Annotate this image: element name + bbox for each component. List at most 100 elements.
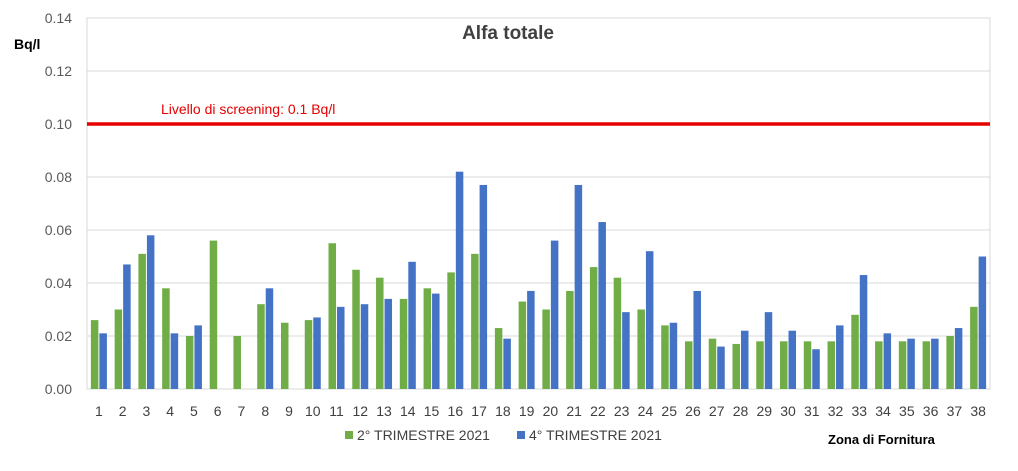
screening-level-label: Livello di screening: 0.1 Bq/l: [161, 101, 335, 117]
x-tick-label: 10: [305, 403, 321, 419]
bar-q4-25: [669, 322, 678, 389]
x-tick-label: 27: [709, 403, 725, 419]
bar-q4-3: [146, 235, 155, 389]
x-tick-label: 32: [828, 403, 844, 419]
x-tick-label: 19: [519, 403, 535, 419]
plot-area-border: [86, 17, 991, 390]
bar-q2-10: [304, 320, 313, 389]
y-tick-label: 0.12: [45, 63, 72, 79]
bar-q2-18: [494, 328, 503, 389]
bar-q2-4: [162, 288, 170, 389]
x-tick-label: 7: [238, 403, 246, 419]
x-tick-label: 9: [285, 403, 293, 419]
bar-q2-9: [280, 322, 289, 389]
bar-q4-13: [384, 298, 393, 389]
x-tick-label: 34: [875, 403, 891, 419]
y-tick-label: 0.00: [45, 381, 72, 397]
bar-q2-27: [708, 338, 717, 389]
bar-q2-3: [138, 253, 146, 389]
bar-q4-35: [907, 338, 915, 389]
bar-q2-24: [637, 309, 645, 389]
legend-label-q4: 4° TRIMESTRE 2021: [529, 427, 662, 443]
bar-q2-5: [185, 336, 194, 389]
bar-q4-37: [954, 328, 963, 389]
x-tick-label: 20: [543, 403, 559, 419]
y-tick-label: 0.06: [45, 222, 72, 238]
bar-q2-16: [447, 272, 455, 389]
bar-q4-15: [432, 293, 440, 389]
bar-q2-19: [518, 301, 527, 389]
bar-q4-16: [455, 171, 464, 389]
bar-q4-12: [360, 304, 369, 389]
bar-q2-29: [756, 341, 764, 389]
bar-q4-33: [859, 275, 868, 389]
x-tick-label: 31: [804, 403, 820, 419]
bar-q4-24: [645, 251, 654, 389]
bar-q4-2: [123, 264, 131, 389]
x-tick-label: 28: [733, 403, 749, 419]
bar-q4-22: [598, 222, 606, 389]
bar-q4-23: [622, 312, 630, 389]
x-tick-label: 12: [352, 403, 368, 419]
bar-q4-1: [99, 333, 107, 389]
x-tick-label: 16: [448, 403, 464, 419]
axes: 0.000.020.040.060.080.100.120.141 2 3 4 5 6 7 8…: [45, 10, 986, 419]
bar-q4-29: [764, 312, 773, 389]
x-tick-label: 30: [780, 403, 796, 419]
x-tick-label: 33: [852, 403, 868, 419]
y-tick-label: 0.14: [45, 10, 72, 26]
bar-q2-1: [90, 320, 99, 389]
bar-q2-8: [257, 304, 265, 389]
x-tick-label: 4: [166, 403, 174, 419]
y-axis-label: Bq/l: [14, 36, 40, 52]
bar-q2-13: [376, 277, 384, 389]
bar-q2-31: [803, 341, 812, 389]
x-tick-label: 23: [614, 403, 630, 419]
legend-label-q2: 2° TRIMESTRE 2021: [357, 427, 490, 443]
bar-q2-11: [328, 243, 337, 389]
x-tick-label: 13: [376, 403, 392, 419]
bar-q4-5: [194, 325, 202, 389]
bar-q2-14: [399, 298, 408, 389]
x-tick-label: 37: [947, 403, 963, 419]
x-tick-label: 29: [756, 403, 772, 419]
bar-q4-26: [693, 290, 701, 389]
bar-q4-18: [503, 338, 511, 389]
x-tick-label: 6: [214, 403, 222, 419]
bar-q2-23: [613, 277, 622, 389]
legend-swatch-q4: [517, 431, 525, 439]
bar-q4-38: [978, 256, 987, 389]
x-tick-label: 24: [638, 403, 654, 419]
bar-q4-31: [812, 349, 820, 389]
bar-q4-32: [836, 325, 844, 389]
bar-q4-28: [740, 330, 749, 389]
bar-q4-17: [479, 184, 488, 389]
bar-q4-27: [717, 346, 725, 389]
bar-q4-19: [527, 290, 535, 389]
bar-q2-28: [732, 343, 740, 389]
bar-q2-7: [233, 336, 241, 389]
bar-q2-21: [566, 290, 574, 389]
bar-q2-33: [851, 314, 859, 389]
x-tick-label: 25: [661, 403, 677, 419]
bar-q2-25: [661, 325, 669, 389]
x-tick-label: 38: [970, 403, 986, 419]
x-axis-label: Zona di Fornitura: [828, 432, 936, 447]
x-tick-label: 36: [923, 403, 939, 419]
bar-q2-30: [780, 341, 788, 389]
bar-q4-34: [883, 333, 892, 389]
x-tick-label: 11: [329, 403, 344, 419]
bar-q2-34: [875, 341, 883, 389]
bar-q2-26: [684, 341, 693, 389]
bar-q2-37: [946, 336, 954, 389]
y-tick-label: 0.10: [45, 116, 72, 132]
bar-q2-36: [922, 341, 931, 389]
bar-q4-11: [337, 306, 345, 389]
x-tick-label: 18: [495, 403, 511, 419]
bar-q2-22: [589, 267, 598, 389]
bar-q4-8: [265, 288, 274, 389]
x-tick-label: 2: [119, 403, 127, 419]
bar-q2-12: [352, 269, 360, 389]
